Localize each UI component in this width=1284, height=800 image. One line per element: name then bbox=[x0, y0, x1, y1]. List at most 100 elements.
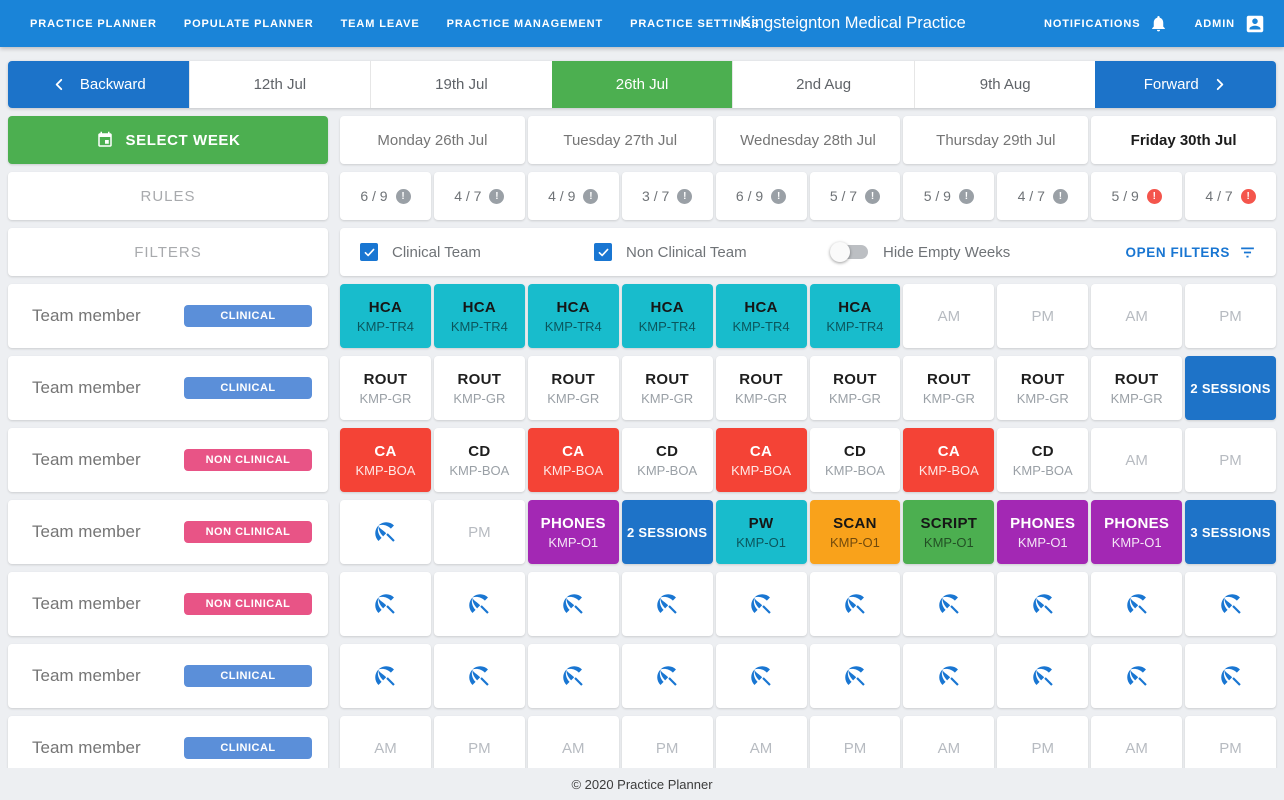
leave-cell[interactable] bbox=[340, 572, 431, 636]
shift-code: PHONES bbox=[1104, 514, 1170, 532]
rule-indicator[interactable]: 4 / 9! bbox=[527, 172, 619, 220]
shift-cell-rout[interactable]: ROUT KMP-GR bbox=[997, 356, 1089, 420]
shift-cell-scan[interactable]: SCAN KMP-O1 bbox=[809, 500, 901, 564]
shift-cell-ca[interactable]: CA KMP-BOA bbox=[340, 428, 431, 492]
leave-cell[interactable] bbox=[621, 644, 713, 708]
leave-cell[interactable] bbox=[715, 572, 807, 636]
rule-indicator[interactable]: 4 / 7! bbox=[1185, 172, 1276, 220]
rule-indicator[interactable]: 6 / 9! bbox=[715, 172, 807, 220]
leave-cell[interactable] bbox=[809, 572, 901, 636]
shift-cell-rout[interactable]: ROUT KMP-GR bbox=[903, 356, 995, 420]
rule-indicator[interactable]: 5 / 9! bbox=[903, 172, 995, 220]
admin-button[interactable]: ADMIN bbox=[1194, 13, 1266, 35]
leave-cell[interactable] bbox=[340, 644, 431, 708]
leave-cell[interactable] bbox=[527, 644, 619, 708]
backward-button[interactable]: Backward bbox=[8, 61, 189, 108]
leave-cell[interactable] bbox=[527, 572, 619, 636]
shift-code: CD bbox=[843, 442, 867, 460]
week-tab-9th-aug[interactable]: 9th Aug bbox=[913, 61, 1096, 108]
shift-code: HCA bbox=[368, 298, 403, 316]
hide-empty-weeks-toggle[interactable] bbox=[830, 242, 868, 262]
forward-label: Forward bbox=[1143, 76, 1199, 93]
shift-cell-ca[interactable]: CA KMP-BOA bbox=[715, 428, 807, 492]
empty-slot-cell[interactable]: PM bbox=[997, 284, 1089, 348]
team-member-name: Team member bbox=[32, 450, 141, 469]
leave-cell[interactable] bbox=[621, 572, 713, 636]
leave-cell[interactable] bbox=[1185, 644, 1276, 708]
empty-slot-cell[interactable]: AM bbox=[1091, 284, 1183, 348]
checkbox-checked-icon[interactable] bbox=[594, 243, 612, 261]
empty-slot-cell[interactable]: PM bbox=[1185, 428, 1276, 492]
empty-slot-cell[interactable]: AM bbox=[903, 284, 995, 348]
open-filters-button[interactable]: OPEN FILTERS bbox=[1126, 244, 1256, 261]
non-clinical-team-filter[interactable]: Non Clinical Team bbox=[594, 243, 828, 261]
sessions-cell[interactable]: 2 SESSIONS bbox=[1185, 356, 1276, 420]
sessions-cell[interactable]: 2 SESSIONS bbox=[621, 500, 713, 564]
rule-indicator[interactable]: 3 / 7! bbox=[621, 172, 713, 220]
shift-cell-hca[interactable]: HCA KMP-TR4 bbox=[527, 284, 619, 348]
shift-cell-hca[interactable]: HCA KMP-TR4 bbox=[809, 284, 901, 348]
clinical-team-filter[interactable]: Clinical Team bbox=[360, 243, 594, 261]
shift-cell-hca[interactable]: HCA KMP-TR4 bbox=[340, 284, 431, 348]
week-tab-12th-jul[interactable]: 12th Jul bbox=[188, 61, 371, 108]
shift-cell-ca[interactable]: CA KMP-BOA bbox=[527, 428, 619, 492]
shift-cell-phones[interactable]: PHONES KMP-O1 bbox=[997, 500, 1089, 564]
shift-cell-cd[interactable]: CD KMP-BOA bbox=[621, 428, 713, 492]
navbar-link-practice-settings[interactable]: PRACTICE SETTINGS bbox=[630, 17, 760, 30]
shift-cell-script[interactable]: SCRIPT KMP-O1 bbox=[903, 500, 995, 564]
empty-slot-cell[interactable]: AM bbox=[1091, 428, 1183, 492]
shift-cell-rout[interactable]: ROUT KMP-GR bbox=[1091, 356, 1183, 420]
navbar-link-practice-planner[interactable]: PRACTICE PLANNER bbox=[30, 17, 157, 30]
forward-button[interactable]: Forward bbox=[1095, 61, 1276, 108]
shift-cell-cd[interactable]: CD KMP-BOA bbox=[997, 428, 1089, 492]
navbar-link-team-leave[interactable]: TEAM LEAVE bbox=[340, 17, 420, 30]
navbar-link-practice-management[interactable]: PRACTICE MANAGEMENT bbox=[446, 17, 604, 30]
shift-cell-ca[interactable]: CA KMP-BOA bbox=[903, 428, 995, 492]
select-week-button[interactable]: SELECT WEEK bbox=[8, 116, 328, 164]
leave-cell[interactable] bbox=[997, 644, 1089, 708]
shift-cell-rout[interactable]: ROUT KMP-GR bbox=[433, 356, 525, 420]
sessions-cell[interactable]: 3 SESSIONS bbox=[1185, 500, 1276, 564]
leave-cell[interactable] bbox=[715, 644, 807, 708]
shift-cell-hca[interactable]: HCA KMP-TR4 bbox=[433, 284, 525, 348]
shift-cell-cd[interactable]: CD KMP-BOA bbox=[433, 428, 525, 492]
checkbox-checked-icon[interactable] bbox=[360, 243, 378, 261]
shift-cell-rout[interactable]: ROUT KMP-GR bbox=[340, 356, 431, 420]
leave-cell[interactable] bbox=[433, 644, 525, 708]
shift-cell-rout[interactable]: ROUT KMP-GR bbox=[715, 356, 807, 420]
leave-cell[interactable] bbox=[809, 644, 901, 708]
leave-cell[interactable] bbox=[1091, 644, 1183, 708]
leave-cell[interactable] bbox=[903, 644, 995, 708]
shift-cell-phones[interactable]: PHONES KMP-O1 bbox=[1091, 500, 1183, 564]
leave-cell[interactable] bbox=[433, 572, 525, 636]
shift-cell-hca[interactable]: HCA KMP-TR4 bbox=[715, 284, 807, 348]
rule-indicator[interactable]: 5 / 7! bbox=[809, 172, 901, 220]
rule-indicator[interactable]: 4 / 7! bbox=[997, 172, 1089, 220]
shift-cell-rout[interactable]: ROUT KMP-GR bbox=[527, 356, 619, 420]
shift-cell-cd[interactable]: CD KMP-BOA bbox=[809, 428, 901, 492]
filters-bar: Clinical Team Non Clinical Team Hide Emp… bbox=[340, 228, 1276, 276]
shift-cell-rout[interactable]: ROUT KMP-GR bbox=[621, 356, 713, 420]
navbar-link-populate-planner[interactable]: POPULATE PLANNER bbox=[183, 17, 314, 30]
leave-cell[interactable] bbox=[1185, 572, 1276, 636]
shift-cell-hca[interactable]: HCA KMP-TR4 bbox=[621, 284, 713, 348]
week-tab-26th-jul[interactable]: 26th Jul bbox=[551, 61, 733, 108]
leave-cell[interactable] bbox=[903, 572, 995, 636]
rule-indicator[interactable]: 5 / 9! bbox=[1091, 172, 1183, 220]
leave-cell[interactable] bbox=[997, 572, 1089, 636]
rule-indicator[interactable]: 6 / 9! bbox=[340, 172, 431, 220]
shift-code: HCA bbox=[462, 298, 497, 316]
notifications-button[interactable]: NOTIFICATIONS bbox=[1044, 14, 1168, 33]
shift-code: SCAN bbox=[833, 514, 877, 532]
leave-cell[interactable] bbox=[340, 500, 431, 564]
shift-cell-pw[interactable]: PW KMP-O1 bbox=[715, 500, 807, 564]
shift-location: KMP-O1 bbox=[1017, 534, 1068, 550]
shift-cell-rout[interactable]: ROUT KMP-GR bbox=[809, 356, 901, 420]
leave-cell[interactable] bbox=[1091, 572, 1183, 636]
week-tab-19th-jul[interactable]: 19th Jul bbox=[370, 61, 552, 108]
week-tab-2nd-aug[interactable]: 2nd Aug bbox=[732, 61, 914, 108]
empty-slot-cell[interactable]: PM bbox=[433, 500, 525, 564]
rule-indicator[interactable]: 4 / 7! bbox=[433, 172, 525, 220]
shift-cell-phones[interactable]: PHONES KMP-O1 bbox=[527, 500, 619, 564]
empty-slot-cell[interactable]: PM bbox=[1185, 284, 1276, 348]
